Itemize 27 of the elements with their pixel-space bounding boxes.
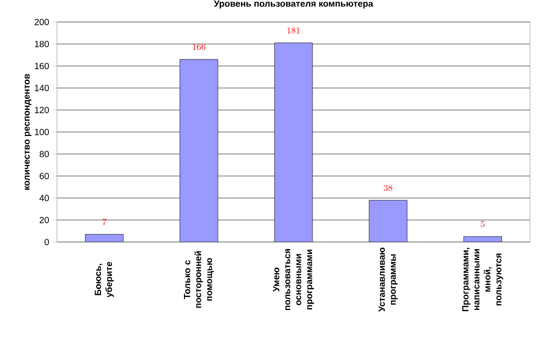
data-label: 5 — [480, 221, 485, 228]
y-tick-label: 0 — [44, 238, 49, 246]
x-tick-label: Только с посторонней помощью — [184, 251, 214, 308]
y-tick-label: 20 — [40, 216, 49, 224]
data-label: 181 — [287, 27, 300, 34]
data-label: 166 — [192, 44, 206, 50]
y-tick-label: 160 — [34, 62, 49, 70]
x-tick-label: Устанавливаю программы — [378, 248, 398, 312]
bar — [274, 42, 313, 242]
y-tick-label: 60 — [40, 172, 49, 180]
y-tick-label: 100 — [34, 128, 49, 136]
data-label: 38 — [384, 184, 392, 191]
y-tick-label: 200 — [34, 18, 49, 26]
x-tick-label: Программами, написанными мной, пользуются — [462, 248, 504, 312]
y-tick-label: 180 — [34, 40, 49, 48]
y-tick-label: 140 — [34, 84, 49, 92]
x-tick-label: Боюсь, уберите — [94, 262, 114, 298]
chart-title: Уровень пользователя компьютера — [214, 0, 374, 8]
y-axis-title: количество респондентов — [24, 74, 32, 190]
x-tick-label: Умею пользоваться основными программами — [273, 249, 314, 310]
y-tick-label: 40 — [39, 194, 49, 202]
data-label: 7 — [102, 218, 106, 225]
bar — [85, 234, 124, 242]
y-tick-label: 120 — [34, 106, 49, 114]
bar — [180, 59, 218, 242]
y-tick-label: 80 — [40, 150, 49, 158]
bar — [368, 200, 408, 242]
